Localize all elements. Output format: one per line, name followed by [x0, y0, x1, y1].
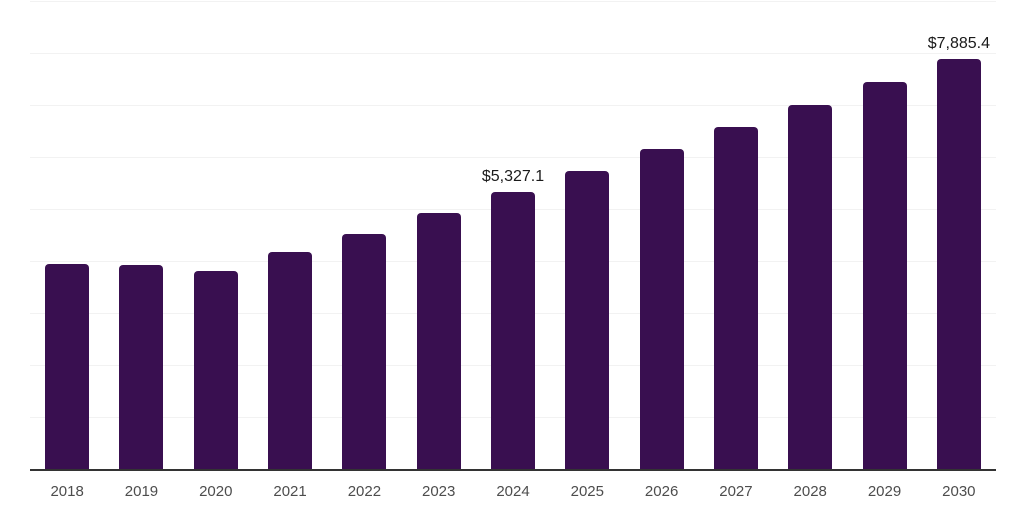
- bar-2023: [416, 212, 461, 469]
- x-tick-label-2019: 2019: [124, 483, 159, 500]
- bar-2018: [45, 263, 90, 469]
- x-tick-label-2023: 2023: [422, 483, 456, 500]
- gridline-8000: [30, 53, 996, 54]
- x-tick-label-2020: 2020: [199, 483, 233, 500]
- x-tick-label-2022: 2022: [347, 483, 382, 500]
- x-tick-label-2026: 2026: [644, 483, 679, 500]
- bar-2029: [862, 82, 907, 469]
- x-tick-label-2024: 2024: [496, 483, 530, 500]
- bar-2021: [268, 252, 313, 469]
- gridline-9000: [30, 1, 996, 2]
- x-tick-label-2028: 2028: [793, 483, 827, 500]
- bar-2030: [936, 58, 981, 469]
- bar-2019: [119, 264, 164, 469]
- gridline-6000: [30, 157, 996, 158]
- value-label-2024: $5,327.1: [481, 168, 545, 185]
- bar-2024: [491, 192, 535, 469]
- x-tick-label-2025: 2025: [570, 483, 604, 500]
- bar-2028: [788, 105, 833, 469]
- x-tick-label-2027: 2027: [719, 483, 753, 500]
- bar-2027: [713, 127, 758, 469]
- bar-2026: [639, 148, 684, 469]
- x-axis-line: [30, 469, 996, 471]
- value-label-2030: $7,885.4: [927, 34, 990, 52]
- x-tick-label-2018: 2018: [50, 483, 84, 500]
- gridline-7000: [30, 105, 996, 106]
- bar-2022: [342, 234, 387, 469]
- x-tick-label-2030: 2030: [942, 483, 976, 500]
- bar-2025: [565, 170, 610, 469]
- x-tick-label-2029: 2029: [867, 483, 902, 500]
- bar-2020: [193, 271, 238, 469]
- x-tick-label-2021: 2021: [273, 483, 307, 500]
